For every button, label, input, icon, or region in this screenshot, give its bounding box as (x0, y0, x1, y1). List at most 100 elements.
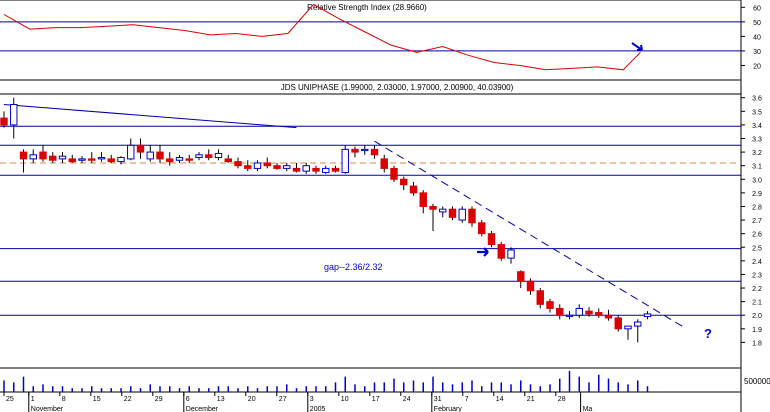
rsi-reference-lines (0, 21, 741, 52)
candle-body-up (214, 152, 223, 159)
price-tick-label: 2.0 (752, 313, 762, 320)
candle-body-down (400, 178, 408, 186)
volume-bars (3, 370, 649, 392)
candle-body-down (49, 155, 57, 161)
price-tick-label: 2.2 (752, 286, 762, 293)
candle-body-up (575, 307, 583, 316)
price-horizontal-lines (0, 93, 741, 316)
price-tick-label: 2.3 (752, 272, 762, 279)
candle-body-down (526, 280, 535, 292)
candle-body-up (624, 325, 632, 330)
candle-body-down (166, 158, 174, 163)
candle-body-down (517, 271, 525, 282)
candle-body-up (58, 155, 67, 160)
price-tick-label: 3.0 (752, 177, 762, 184)
candle-body-up (127, 144, 135, 160)
candle-body-down (331, 167, 340, 172)
x-tick-label: 8 (62, 396, 66, 403)
candle-body-down (273, 165, 281, 169)
x-tick-label: 15 (93, 396, 101, 403)
candle-body-down (536, 290, 544, 305)
candle-body-down (244, 165, 252, 169)
volume-panel: 500000 (0, 367, 770, 393)
rsi-tick-label: 60 (753, 5, 761, 12)
candle-body-down (409, 185, 418, 194)
x-tick-label: 24 (403, 396, 411, 403)
price-tick-label: 3.6 (752, 96, 762, 103)
candle-body-up (117, 157, 125, 163)
candle-body-down (292, 167, 301, 172)
candle-body-down (234, 161, 242, 167)
price-tick-label: 3.2 (752, 150, 762, 157)
candle-body-up (29, 154, 37, 160)
candle-body-up (195, 154, 203, 159)
candle-body-up (439, 208, 447, 213)
rsi-arrow-icon (631, 42, 643, 51)
candle-body-up (634, 321, 642, 327)
x-tick-label: 14 (496, 396, 504, 403)
rsi-series-line (3, 3, 641, 71)
candle-body-down (263, 162, 271, 167)
candle-body-down (370, 148, 379, 156)
price-arrow-icon (477, 247, 489, 257)
rsi-tick-label: 50 (753, 20, 761, 27)
candle-body-up (146, 151, 154, 160)
candle-body-up (507, 249, 515, 259)
price-title: JDS UNIPHASE (1.99000, 2.03000, 1.97000,… (281, 83, 514, 92)
candle-body-up (97, 157, 106, 160)
candle-body-down (585, 310, 593, 315)
x-tick-label: 22 (124, 396, 132, 403)
candle-body-down (429, 205, 437, 210)
x-tick-label: 28 (558, 396, 566, 403)
candle-body-up (643, 313, 652, 318)
candle-body-up (322, 167, 330, 173)
price-tick-label: 2.4 (752, 259, 762, 266)
price-tick-label: 2.6 (752, 232, 762, 239)
candle-body-down (487, 233, 496, 246)
candle-body-down (595, 312, 603, 316)
rsi-tick-label: 20 (753, 63, 761, 70)
price-trendline (374, 140, 687, 330)
candle-body-up (565, 314, 574, 317)
x-tick-label: 1 (31, 396, 35, 403)
price-tick-label: 3.5 (752, 109, 762, 116)
candle-body-up (78, 158, 86, 161)
price-tick-label: 2.9 (752, 191, 762, 198)
candle-body-down (136, 144, 145, 153)
candle-body-up (10, 104, 18, 126)
candle-body-up (302, 165, 310, 172)
x-tick-label: 29 (155, 396, 163, 403)
candle-body-up (175, 157, 184, 161)
candle-body-down (468, 208, 476, 224)
x-tick-label: 17 (372, 396, 380, 403)
candle-body-down (497, 244, 505, 259)
x-tick-label: 10 (341, 396, 349, 403)
x-tick-label: 20 (248, 396, 256, 403)
candle-body-down (604, 314, 613, 319)
candle-body-up (283, 165, 291, 169)
volume-tick-label: 500000 (744, 377, 770, 386)
x-tick-label: 25 (6, 396, 14, 403)
candle-body-down (614, 317, 622, 330)
x-tick-label: 3 (310, 396, 314, 403)
price-tick-label: 1.9 (752, 327, 762, 334)
rsi-tick-label: 30 (753, 49, 761, 56)
question-mark: ? (704, 326, 712, 341)
candle-body-down (556, 307, 564, 316)
month-label: November (31, 406, 64, 412)
price-trendlines (3, 104, 687, 330)
month-label: 2005 (310, 406, 326, 412)
rsi-tick-label: 40 (753, 34, 761, 41)
candle-body-down (351, 148, 359, 153)
price-trendline (3, 104, 297, 129)
month-label: December (186, 406, 219, 412)
price-tick-label: 3.1 (752, 164, 762, 171)
month-label: Ma (583, 406, 593, 412)
candle-body-down (419, 192, 427, 207)
x-tick-label: 6 (186, 396, 190, 403)
price-tick-label: 3.3 (752, 137, 762, 144)
price-tick-label: 2.5 (752, 245, 762, 252)
candle-body-down (546, 301, 554, 309)
price-tick-label: 1.8 (752, 340, 762, 347)
